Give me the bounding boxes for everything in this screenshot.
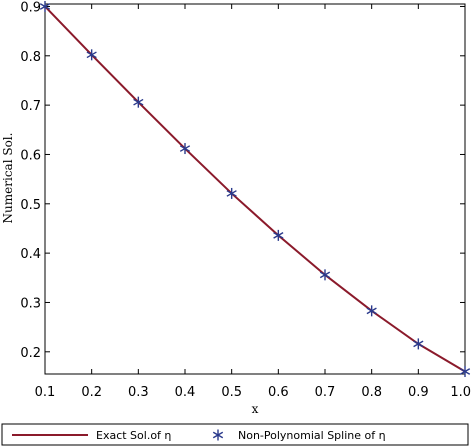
series-line-exact — [44, 5, 466, 373]
data-point-6 — [319, 269, 331, 281]
x-axis: 0.1 0.2 0.3 0.4 0.5 0.6 0.7 0.8 0.9 1.0 — [35, 4, 471, 400]
x-tick-label: 0.9 — [408, 385, 429, 400]
x-tick-label: 0.7 — [315, 385, 336, 400]
legend-swatch-spline — [212, 429, 224, 441]
data-point-9 — [459, 366, 471, 378]
x-tick-label: 0.3 — [128, 385, 149, 400]
x-tick-label: 0.6 — [268, 385, 289, 400]
x-tick-label: 0.4 — [175, 385, 196, 400]
series-markers-spline — [39, 0, 471, 378]
y-tick-label: 0.3 — [20, 296, 41, 311]
data-point-2 — [133, 96, 144, 108]
x-tick-label: 1.0 — [450, 385, 471, 400]
legend-box — [1, 423, 469, 446]
data-point-4 — [226, 187, 237, 199]
y-tick-label: 0.5 — [20, 198, 41, 213]
data-point-1 — [86, 49, 97, 61]
legend-star-marker — [212, 429, 224, 441]
plot-frame — [44, 3, 466, 375]
y-tick-label: 0.7 — [20, 99, 41, 114]
y-tick-label: 0.4 — [20, 247, 41, 262]
data-point-8 — [413, 338, 424, 350]
x-tick-label: 0.5 — [221, 385, 242, 400]
x-tick-label: 0.2 — [81, 385, 102, 400]
y-tick-label: 0.8 — [20, 50, 41, 65]
y-tick-label: 0.9 — [20, 0, 41, 15]
x-tick-label: 0.1 — [35, 385, 56, 400]
legend-label-spline: Non-Polynomial Spline of η — [238, 429, 386, 442]
y-tick-label: 0.2 — [20, 346, 41, 361]
x-tick-label: 0.8 — [361, 385, 382, 400]
y-axis: 0.2 0.3 0.4 0.5 0.6 0.7 0.8 0.9 — [20, 0, 465, 361]
y-tick-label: 0.6 — [20, 148, 41, 163]
data-point-0 — [39, 0, 51, 12]
legend-label-exact: Exact Sol.of η — [96, 429, 171, 442]
data-point-3 — [179, 143, 191, 155]
y-axis-label: Numerical Sol. — [1, 133, 15, 224]
x-axis-label: x — [252, 402, 259, 416]
data-point-5 — [273, 229, 284, 241]
data-point-7 — [366, 305, 377, 317]
legend: Exact Sol.of η Non-Polynomial Spline of … — [1, 423, 469, 446]
